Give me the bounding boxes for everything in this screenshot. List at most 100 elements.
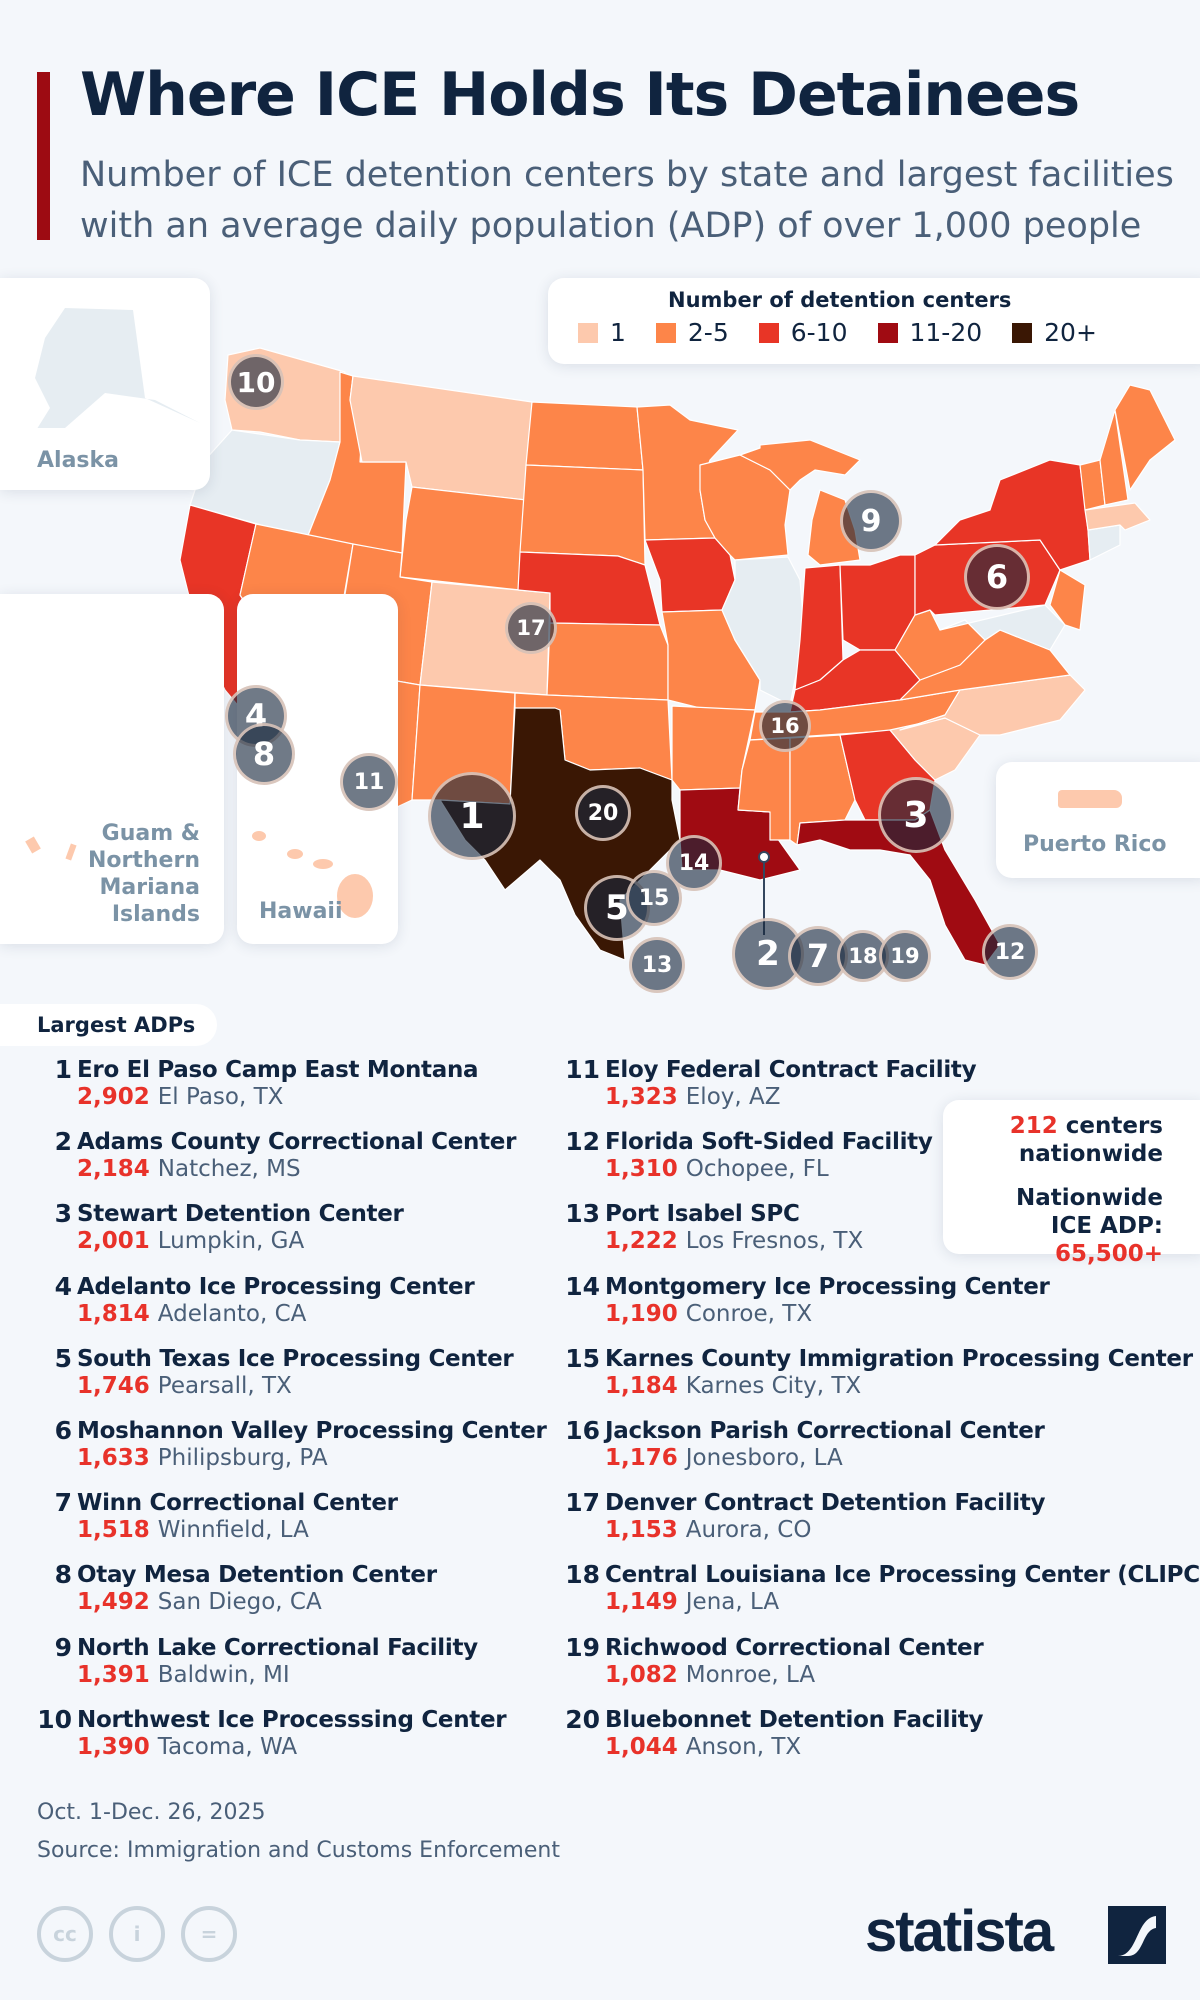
legend-title: Number of detention centers [668,288,1012,312]
facility-adp: 2,184 [77,1156,150,1183]
title-accent-bar [37,72,50,240]
facility-adp: 1,044 [605,1733,678,1760]
no-derivatives-icon[interactable]: = [181,1906,237,1962]
state-sd [519,464,646,566]
state-mi [739,439,861,491]
facility-meta: 1,082 Monroe, LA [605,1662,815,1688]
puerto-rico-inset: Puerto Rico [996,762,1200,878]
state-nc [899,674,1086,736]
facility-name: Montgomery Ice Processing Center [605,1273,1050,1300]
state-wy [399,486,527,591]
state-ia [644,537,736,613]
guam-inset: Guam & Northern Mariana Islands [0,594,224,944]
facility-rank: 17 [565,1488,600,1518]
marker-13[interactable]: 13 [629,937,685,993]
facility-rank: 8 [54,1560,72,1590]
marker-20[interactable]: 20 [575,785,631,841]
marker-17[interactable]: 17 [505,602,557,654]
facility-location: Eloy, AZ [685,1084,781,1110]
facility-name: Ero El Paso Camp East Montana [77,1057,479,1083]
facility-meta: 1,310 Ochopee, FL [605,1156,829,1182]
facility-meta: 1,814 Adelanto, CA [77,1301,306,1327]
facility-location: Winnfield, LA [157,1517,309,1544]
facility-meta: 1,390 Tacoma, WA [77,1734,297,1760]
adp-line: ICE ADP: 65,500+ [1050,1213,1163,1267]
marker-6[interactable]: 6 [964,544,1030,610]
alaska-shape [35,308,200,428]
facility-name: Moshannon Valley Processing Center [77,1418,547,1444]
facility-rank: 9 [54,1632,72,1662]
state-me [1114,384,1176,491]
facility-name: Winn Correctional Center [77,1490,398,1517]
centers-count-line: 212 centers [1009,1113,1163,1139]
facility-rank: 18 [565,1560,600,1590]
marker-11[interactable]: 11 [340,753,398,811]
source-link[interactable]: Source: Immigration and Customs Enforcem… [37,1838,560,1863]
summary-card: 212 centers nationwide Nationwide ICE AD… [943,1100,1200,1267]
facility-location: Tacoma, WA [157,1733,298,1760]
cc-icon[interactable]: cc [37,1906,93,1962]
marker-19[interactable]: 19 [879,930,931,982]
facility-rank: 20 [565,1704,600,1734]
facility-location: Pearsall, TX [157,1372,292,1399]
marker-15[interactable]: 15 [626,870,682,926]
facility-adp: 1,633 [77,1445,150,1471]
state-nj [1049,569,1086,631]
facility-location: Aurora, CO [685,1517,812,1544]
puerto-rico-label: Puerto Rico [1023,832,1167,857]
marker-3[interactable]: 3 [878,777,954,853]
marker-16[interactable]: 16 [759,700,811,752]
attribution-icon[interactable]: i [109,1906,165,1962]
facility-name: Jackson Parish Correctional Center [605,1418,1045,1444]
facility-meta: 2,902 El Paso, TX [77,1084,283,1110]
facility-meta: 1,044 Anson, TX [605,1734,801,1760]
facility-location: Jena, LA [685,1589,780,1616]
facility-adp: 1,222 [605,1228,678,1255]
page-subtitle: Number of ICE detention centers by state… [80,155,1174,246]
facility-adp: 1,492 [77,1589,150,1616]
statista-logo[interactable]: statista [865,1899,1054,1964]
facility-name: Northwest Ice Processsing Center [77,1706,507,1733]
facility-rank: 2 [54,1127,72,1157]
map-legend: Number of detention centers 1 2-5 6-10 1… [548,278,1200,364]
facility-location: Conroe, TX [685,1300,813,1327]
alaska-label: Alaska [37,448,119,473]
facility-location: Lumpkin, GA [157,1228,305,1255]
facility-adp: 1,176 [605,1445,678,1471]
facility-rank: 12 [565,1127,600,1157]
marker-8[interactable]: 8 [233,723,295,785]
state-il [721,556,806,706]
marker-10[interactable]: 10 [228,354,284,410]
facility-adp: 1,390 [77,1733,150,1760]
date-range: Oct. 1-Dec. 26, 2025 [37,1800,266,1825]
facility-adp: 1,190 [605,1300,678,1327]
facility-name: Florida Soft-Sided Facility [605,1129,933,1156]
facility-location: Ochopee, FL [685,1156,829,1183]
facility-meta: 2,001 Lumpkin, GA [77,1228,304,1254]
legend-item-6-10: 6-10 [758,318,848,347]
facility-rank: 16 [565,1416,600,1445]
facility-adp: 1,153 [605,1517,678,1544]
marker-9[interactable]: 9 [840,490,902,552]
largest-adps-label: Largest ADPs [0,1004,217,1046]
marker-1[interactable]: 1 [428,772,516,860]
centers-nationwide: nationwide [1018,1141,1163,1167]
facility-rank: 6 [54,1416,72,1445]
guam-islands [25,836,41,854]
facility-location: Natchez, MS [157,1156,301,1183]
legend-item-11-20: 11-20 [877,318,982,347]
marker-14[interactable]: 14 [666,835,722,891]
page-title: Where ICE Holds Its Detainees [80,60,1080,130]
statista-logo-mark-icon [1108,1906,1166,1964]
marker-12[interactable]: 12 [982,924,1038,980]
facility-rank: 14 [565,1271,600,1301]
facility-name: Adams County Correctional Center [77,1129,517,1156]
facility-name: Denver Contract Detention Facility [605,1490,1046,1517]
facility-adp: 1,082 [605,1661,678,1688]
facility-meta: 1,518 Winnfield, LA [77,1517,309,1543]
facility-meta: 1,149 Jena, LA [605,1589,779,1615]
facility-name: Central Louisiana Ice Processing Center … [605,1562,1200,1589]
facility-location: Philipsburg, PA [157,1445,328,1471]
facility-meta: 1,190 Conroe, TX [605,1301,812,1327]
facility-meta: 1,633 Philipsburg, PA [77,1445,328,1471]
